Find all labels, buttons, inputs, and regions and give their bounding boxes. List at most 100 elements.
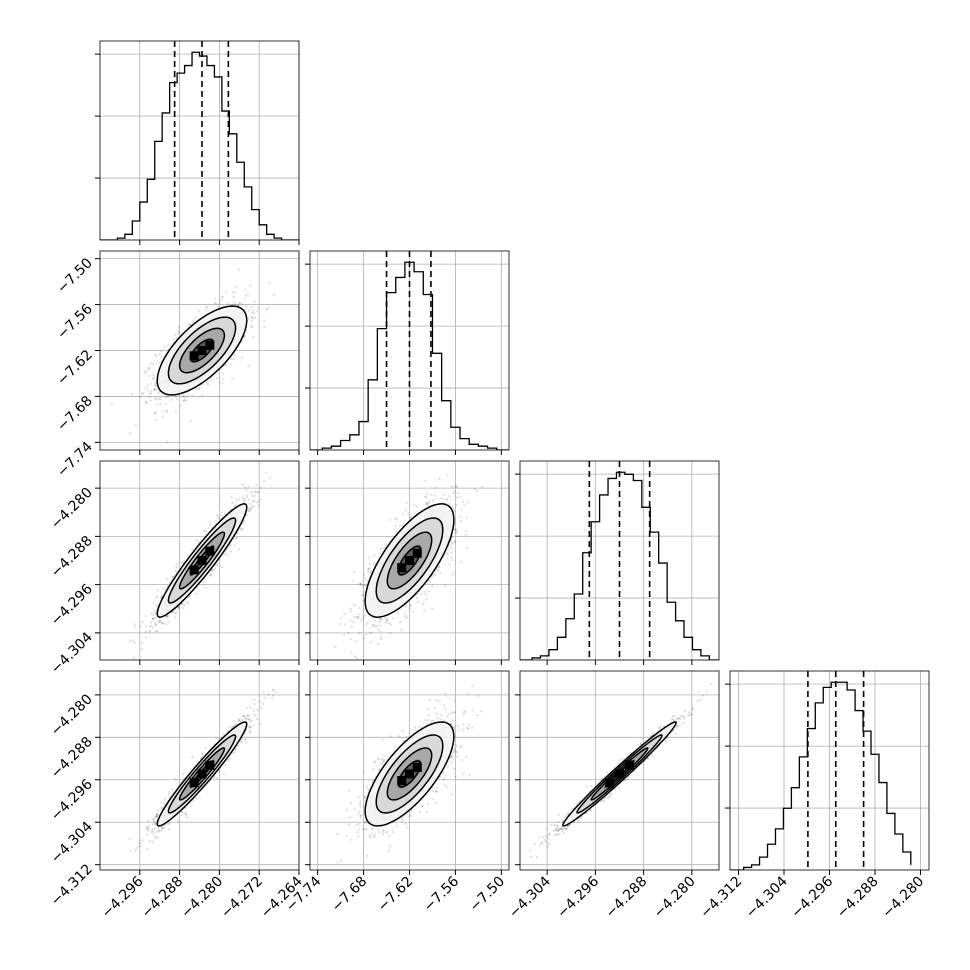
sample-point xyxy=(368,631,371,634)
sample-point xyxy=(466,547,469,550)
sample-point xyxy=(148,366,151,369)
sample-point xyxy=(218,380,221,384)
sample-point xyxy=(155,388,158,391)
sample-point xyxy=(242,498,245,501)
sample-point xyxy=(166,395,169,398)
sample-point xyxy=(150,392,153,395)
sample-point xyxy=(404,613,407,616)
sample-point xyxy=(362,616,365,619)
sample-point xyxy=(251,505,254,508)
sample-point xyxy=(246,292,249,295)
sample-point xyxy=(395,517,398,521)
x-tick-label: −4.296 xyxy=(788,873,836,921)
density-panel-0-1: −7.50−7.56−7.62−7.68−7.74 xyxy=(54,250,300,481)
sample-point xyxy=(400,628,403,632)
sample-point xyxy=(182,395,185,398)
sample-point xyxy=(237,304,240,307)
sample-point xyxy=(195,592,198,595)
sample-point xyxy=(152,617,155,620)
sample-point xyxy=(220,513,223,517)
sample-point xyxy=(161,410,164,413)
sample-point xyxy=(364,584,368,587)
sample-point xyxy=(233,505,236,508)
sample-point xyxy=(251,326,254,329)
sample-point xyxy=(173,611,176,614)
sample-point xyxy=(162,622,165,625)
sample-point xyxy=(148,368,151,371)
sample-point xyxy=(357,615,360,619)
sample-point xyxy=(363,591,366,594)
sample-point xyxy=(154,412,157,415)
sample-point xyxy=(201,394,204,397)
sample-point xyxy=(163,345,166,348)
sample-point xyxy=(146,402,149,405)
sample-point xyxy=(433,573,436,577)
sample-point xyxy=(465,533,468,537)
sample-point xyxy=(437,565,440,568)
sample-point xyxy=(189,323,192,326)
sample-point xyxy=(370,570,373,573)
sample-point xyxy=(438,566,441,569)
sample-point xyxy=(143,371,147,374)
sample-point xyxy=(450,574,453,577)
sample-point xyxy=(198,386,201,390)
sample-point xyxy=(352,603,355,606)
sample-point xyxy=(150,382,153,385)
sample-point xyxy=(455,531,458,534)
sample-point xyxy=(223,512,227,515)
sample-point xyxy=(436,568,439,571)
sample-point xyxy=(205,305,208,308)
sample-point xyxy=(407,512,410,515)
sample-point xyxy=(154,398,157,401)
histogram-panel-4: −4.312−4.304−4.296−4.288−4.280 xyxy=(697,670,930,921)
sample-point xyxy=(379,630,382,633)
sample-point xyxy=(178,606,181,609)
sample-point xyxy=(376,624,379,628)
sample-point xyxy=(217,302,220,305)
sample-point xyxy=(454,540,457,544)
sample-point xyxy=(398,524,402,527)
sample-point xyxy=(143,369,146,372)
sample-point xyxy=(428,499,431,502)
sample-point xyxy=(150,390,153,393)
sample-point xyxy=(175,571,178,574)
sample-point xyxy=(251,495,255,498)
sample-point xyxy=(244,298,247,301)
sample-point xyxy=(157,392,160,395)
sample-point xyxy=(392,617,395,620)
sample-point xyxy=(439,497,442,500)
sample-point xyxy=(160,356,163,359)
sample-point xyxy=(244,288,247,291)
sample-point xyxy=(453,528,456,532)
sample-point xyxy=(353,655,356,658)
sample-point xyxy=(133,656,136,659)
sample-point xyxy=(448,495,451,498)
sample-point xyxy=(207,383,210,386)
sample-point xyxy=(408,607,412,610)
sample-point xyxy=(453,490,456,493)
sample-point xyxy=(451,505,454,508)
sample-point xyxy=(453,485,456,488)
histogram-panel-2 xyxy=(305,250,510,455)
sample-point xyxy=(231,501,234,504)
sample-point xyxy=(355,616,359,619)
sample-point xyxy=(144,401,147,404)
sample-point xyxy=(156,398,160,401)
sample-point xyxy=(221,378,224,381)
sample-point xyxy=(425,493,428,496)
panel-frame xyxy=(99,40,300,241)
histogram-panel-3 xyxy=(515,460,720,665)
sample-point xyxy=(156,403,159,406)
density-peak-cell xyxy=(405,556,414,565)
sample-point xyxy=(133,641,136,644)
y-tick-label: −7.56 xyxy=(54,301,96,343)
sample-point xyxy=(152,613,155,616)
sample-point xyxy=(339,622,342,626)
sample-point xyxy=(428,579,431,582)
sample-point xyxy=(139,625,142,628)
sample-point xyxy=(165,623,168,626)
sample-point xyxy=(153,354,157,357)
sample-point xyxy=(154,387,157,390)
sample-point xyxy=(214,567,217,570)
